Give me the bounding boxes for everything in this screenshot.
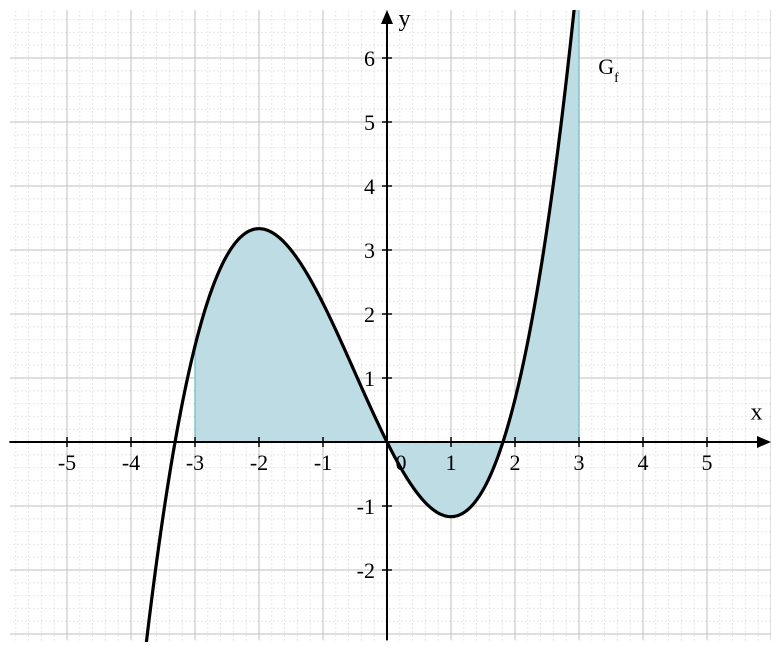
y-tick-label: 2 — [364, 302, 375, 327]
x-tick-label: -1 — [314, 450, 332, 475]
y-tick-label: -2 — [357, 558, 375, 583]
y-tick-label: 5 — [364, 110, 375, 135]
x-axis-label: x — [751, 400, 763, 426]
plot-background — [0, 0, 781, 652]
x-tick-label: -2 — [250, 450, 268, 475]
x-tick-label: -3 — [186, 450, 204, 475]
chart-svg: -5-4-3-2-1012345-2-1123456xyGf — [0, 0, 781, 652]
y-tick-label: 1 — [364, 366, 375, 391]
y-tick-label: 3 — [364, 238, 375, 263]
y-tick-label: -1 — [357, 494, 375, 519]
x-tick-label: 2 — [510, 450, 521, 475]
function-plot: -5-4-3-2-1012345-2-1123456xyGf — [0, 0, 781, 652]
y-tick-label: 4 — [364, 174, 375, 199]
x-tick-label: -5 — [58, 450, 76, 475]
x-tick-label: 1 — [446, 450, 457, 475]
x-tick-label: 4 — [638, 450, 649, 475]
y-axis-label: y — [399, 6, 411, 32]
x-tick-label: 5 — [702, 450, 713, 475]
y-tick-label: 6 — [364, 46, 375, 71]
x-tick-label: 3 — [574, 450, 585, 475]
x-tick-label: -4 — [122, 450, 140, 475]
